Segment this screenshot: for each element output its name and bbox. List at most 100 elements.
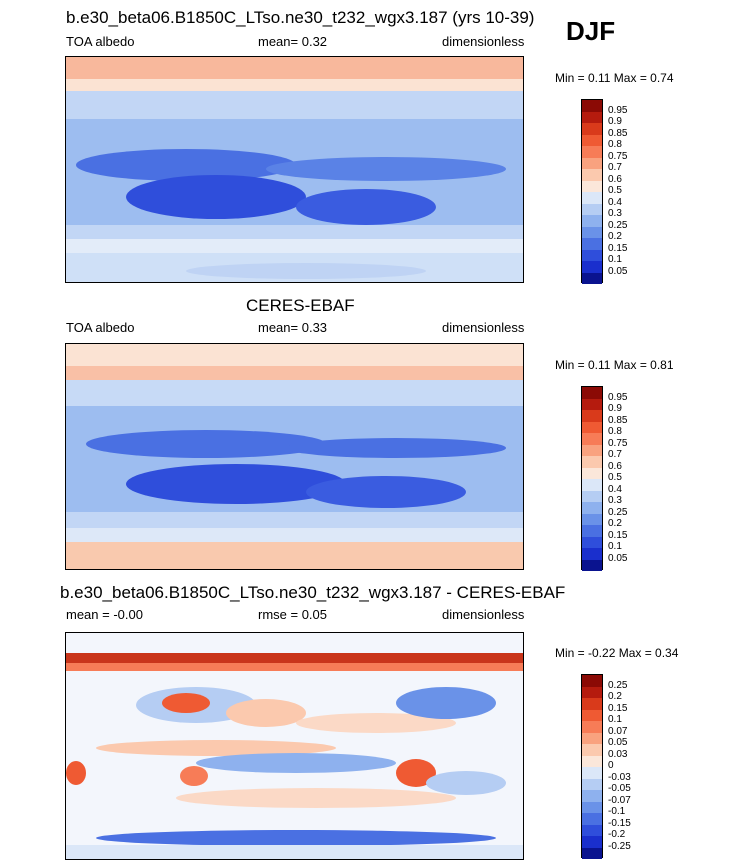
colorbar-swatch (582, 272, 602, 284)
colorbar-tick-label: 0.85 (608, 414, 628, 426)
colorbar-swatch (582, 744, 602, 756)
colorbar-swatch (582, 261, 602, 273)
panel1-variable-label: TOA albedo (66, 34, 135, 49)
panel3-colorbar (581, 674, 603, 859)
colorbar-tick-label: -0.2 (608, 829, 626, 840)
colorbar-swatch (582, 836, 602, 848)
colorbar-swatch (582, 709, 602, 721)
colorbar-tick-label: 0.15 (608, 242, 628, 254)
colorbar-swatch (582, 824, 602, 836)
colorbar-swatch (582, 398, 602, 410)
colorbar-swatch (582, 767, 602, 779)
colorbar-swatch (582, 226, 602, 238)
colorbar-tick-label: 0.95 (608, 391, 628, 403)
colorbar-swatch (582, 249, 602, 261)
panel1-minmax: Min = 0.11 Max = 0.74 (555, 71, 674, 85)
panel1-title: b.e30_beta06.B1850C_LTso.ne30_t232_wgx3.… (66, 8, 535, 27)
colorbar-tick-label: 0.25 (608, 506, 628, 518)
colorbar-tick-label: 0.95 (608, 104, 628, 116)
panel3-units-label: dimensionless (442, 607, 525, 622)
colorbar-tick-label: 0.5 (608, 185, 622, 196)
colorbar-tick-label: 0.6 (608, 173, 622, 185)
colorbar-tick-label: 0.2 (608, 231, 622, 242)
colorbar-tick-label: 0.75 (608, 437, 628, 449)
panel2-minmax: Min = 0.11 Max = 0.81 (555, 358, 674, 372)
colorbar-swatch (582, 433, 602, 445)
colorbar-swatch (582, 410, 602, 422)
colorbar-swatch (582, 111, 602, 123)
colorbar-tick-label: 0.03 (608, 748, 628, 760)
panel3-minmax: Min = -0.22 Max = 0.34 (555, 646, 679, 660)
colorbar-tick-label: 0.2 (608, 691, 622, 702)
colorbar-swatch (582, 134, 602, 146)
colorbar-swatch (582, 686, 602, 698)
colorbar-tick-label: -0.15 (608, 817, 631, 829)
colorbar-swatch (582, 847, 602, 859)
colorbar-swatch (582, 387, 602, 399)
colorbar-tick-label: 0.3 (608, 495, 622, 506)
colorbar-tick-label: 0.7 (608, 162, 622, 173)
colorbar-swatch (582, 790, 602, 802)
panel2-map (65, 343, 524, 570)
colorbar-tick-label: 0.4 (608, 196, 622, 208)
panel3-title: b.e30_beta06.B1850C_LTso.ne30_t232_wgx3.… (60, 583, 566, 602)
colorbar-swatch (582, 215, 602, 227)
colorbar-swatch (582, 559, 602, 571)
panel1-mean-label: mean= 0.32 (258, 34, 328, 49)
colorbar-swatch (582, 513, 602, 525)
colorbar-swatch (582, 502, 602, 514)
colorbar-tick-label: 0.05 (608, 552, 628, 564)
colorbar-tick-label: 0.9 (608, 116, 622, 127)
colorbar-tick-label: 0.3 (608, 208, 622, 219)
colorbar-swatch (582, 675, 602, 687)
colorbar-tick-label: 0 (608, 760, 614, 771)
colorbar-swatch (582, 123, 602, 135)
colorbar-tick-label: 0.8 (608, 426, 622, 437)
colorbar-tick-label: 0.07 (608, 725, 628, 737)
colorbar-swatch (582, 192, 602, 204)
colorbar-tick-label: 0.05 (608, 737, 628, 748)
colorbar-tick-label: 0.1 (608, 714, 622, 725)
colorbar-tick-label: 0.8 (608, 139, 622, 150)
colorbar-swatch (582, 732, 602, 744)
colorbar-swatch (582, 801, 602, 813)
colorbar-tick-label: 0.2 (608, 518, 622, 529)
colorbar-tick-label: -0.03 (608, 771, 631, 783)
colorbar-swatch (582, 203, 602, 215)
season-label: DJF (566, 16, 616, 46)
colorbar-tick-label: 0.5 (608, 472, 622, 483)
colorbar-swatch (582, 146, 602, 158)
colorbar-tick-label: 0.15 (608, 529, 628, 541)
colorbar-swatch (582, 180, 602, 192)
panel2-colorbar (581, 386, 603, 571)
colorbar-swatch (582, 525, 602, 537)
panel1-units-label: dimensionless (442, 34, 525, 49)
colorbar-swatch (582, 778, 602, 790)
panel2-mean-label: mean= 0.33 (258, 320, 328, 335)
colorbar-tick-label: 0.7 (608, 449, 622, 460)
colorbar-swatch (582, 157, 602, 169)
colorbar-swatch (582, 100, 602, 112)
colorbar-swatch (582, 479, 602, 491)
colorbar-tick-label: -0.25 (608, 840, 631, 852)
colorbar-swatch (582, 467, 602, 479)
colorbar-swatch (582, 444, 602, 456)
colorbar-swatch (582, 238, 602, 250)
colorbar-tick-label: 0.85 (608, 127, 628, 139)
colorbar-swatch (582, 698, 602, 710)
colorbar-swatch (582, 721, 602, 733)
colorbar-swatch (582, 536, 602, 548)
colorbar-tick-label: 0.25 (608, 219, 628, 231)
panel2-variable-label: TOA albedo (66, 320, 135, 335)
colorbar-tick-label: 0.75 (608, 150, 628, 162)
colorbar-swatch (582, 490, 602, 502)
panel2-units-label: dimensionless (442, 320, 525, 335)
panel3-map (65, 632, 524, 860)
colorbar-swatch (582, 456, 602, 468)
colorbar-tick-label: -0.1 (608, 806, 626, 817)
colorbar-swatch (582, 813, 602, 825)
colorbar-tick-label: -0.07 (608, 794, 631, 806)
colorbar-tick-label: 0.4 (608, 483, 622, 495)
colorbar-tick-label: -0.05 (608, 783, 631, 794)
colorbar-swatch (582, 169, 602, 181)
